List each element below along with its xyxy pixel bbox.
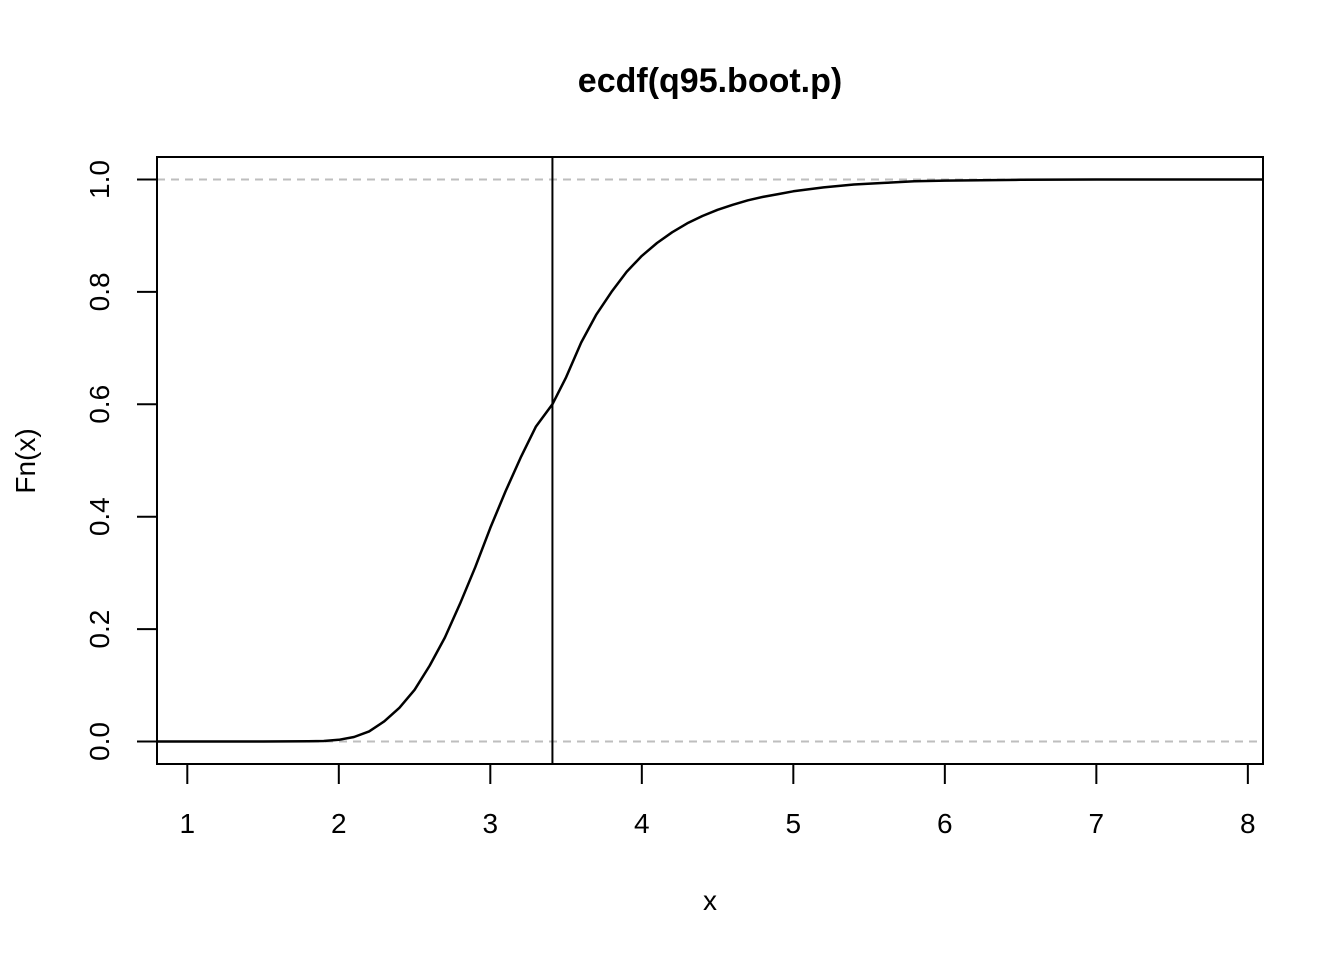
x-axis-label: x [703,885,717,916]
y-axis-label: Fn(x) [10,428,41,493]
y-tick-label-1: 0.2 [84,610,115,649]
x-tick-label-4: 5 [786,808,802,839]
x-tick-label-5: 6 [937,808,953,839]
plot-frame [156,156,1264,765]
chart-title: ecdf(q95.boot.p) [578,62,842,100]
y-tick-label-5: 1.0 [84,160,115,199]
x-tick-label-6: 7 [1089,808,1105,839]
y-tick-label-3: 0.6 [84,385,115,424]
x-tick-label-0: 1 [180,808,196,839]
y-axis: 0.0 0.2 0.4 0.6 0.8 1.0 [84,160,157,761]
x-tick-label-3: 4 [634,808,650,839]
y-tick-label-2: 0.4 [84,497,115,536]
x-tick-label-1: 2 [331,808,347,839]
y-tick-label-4: 0.8 [84,272,115,311]
x-axis: 1 2 3 4 5 6 7 8 [180,763,1256,839]
y-tick-label-0: 0.0 [84,722,115,761]
reference-lines [157,157,1263,764]
x-tick-label-7: 8 [1240,808,1256,839]
x-tick-label-2: 3 [483,808,499,839]
ecdf-curve-0 [157,178,1263,743]
ecdf-series [157,178,1263,743]
